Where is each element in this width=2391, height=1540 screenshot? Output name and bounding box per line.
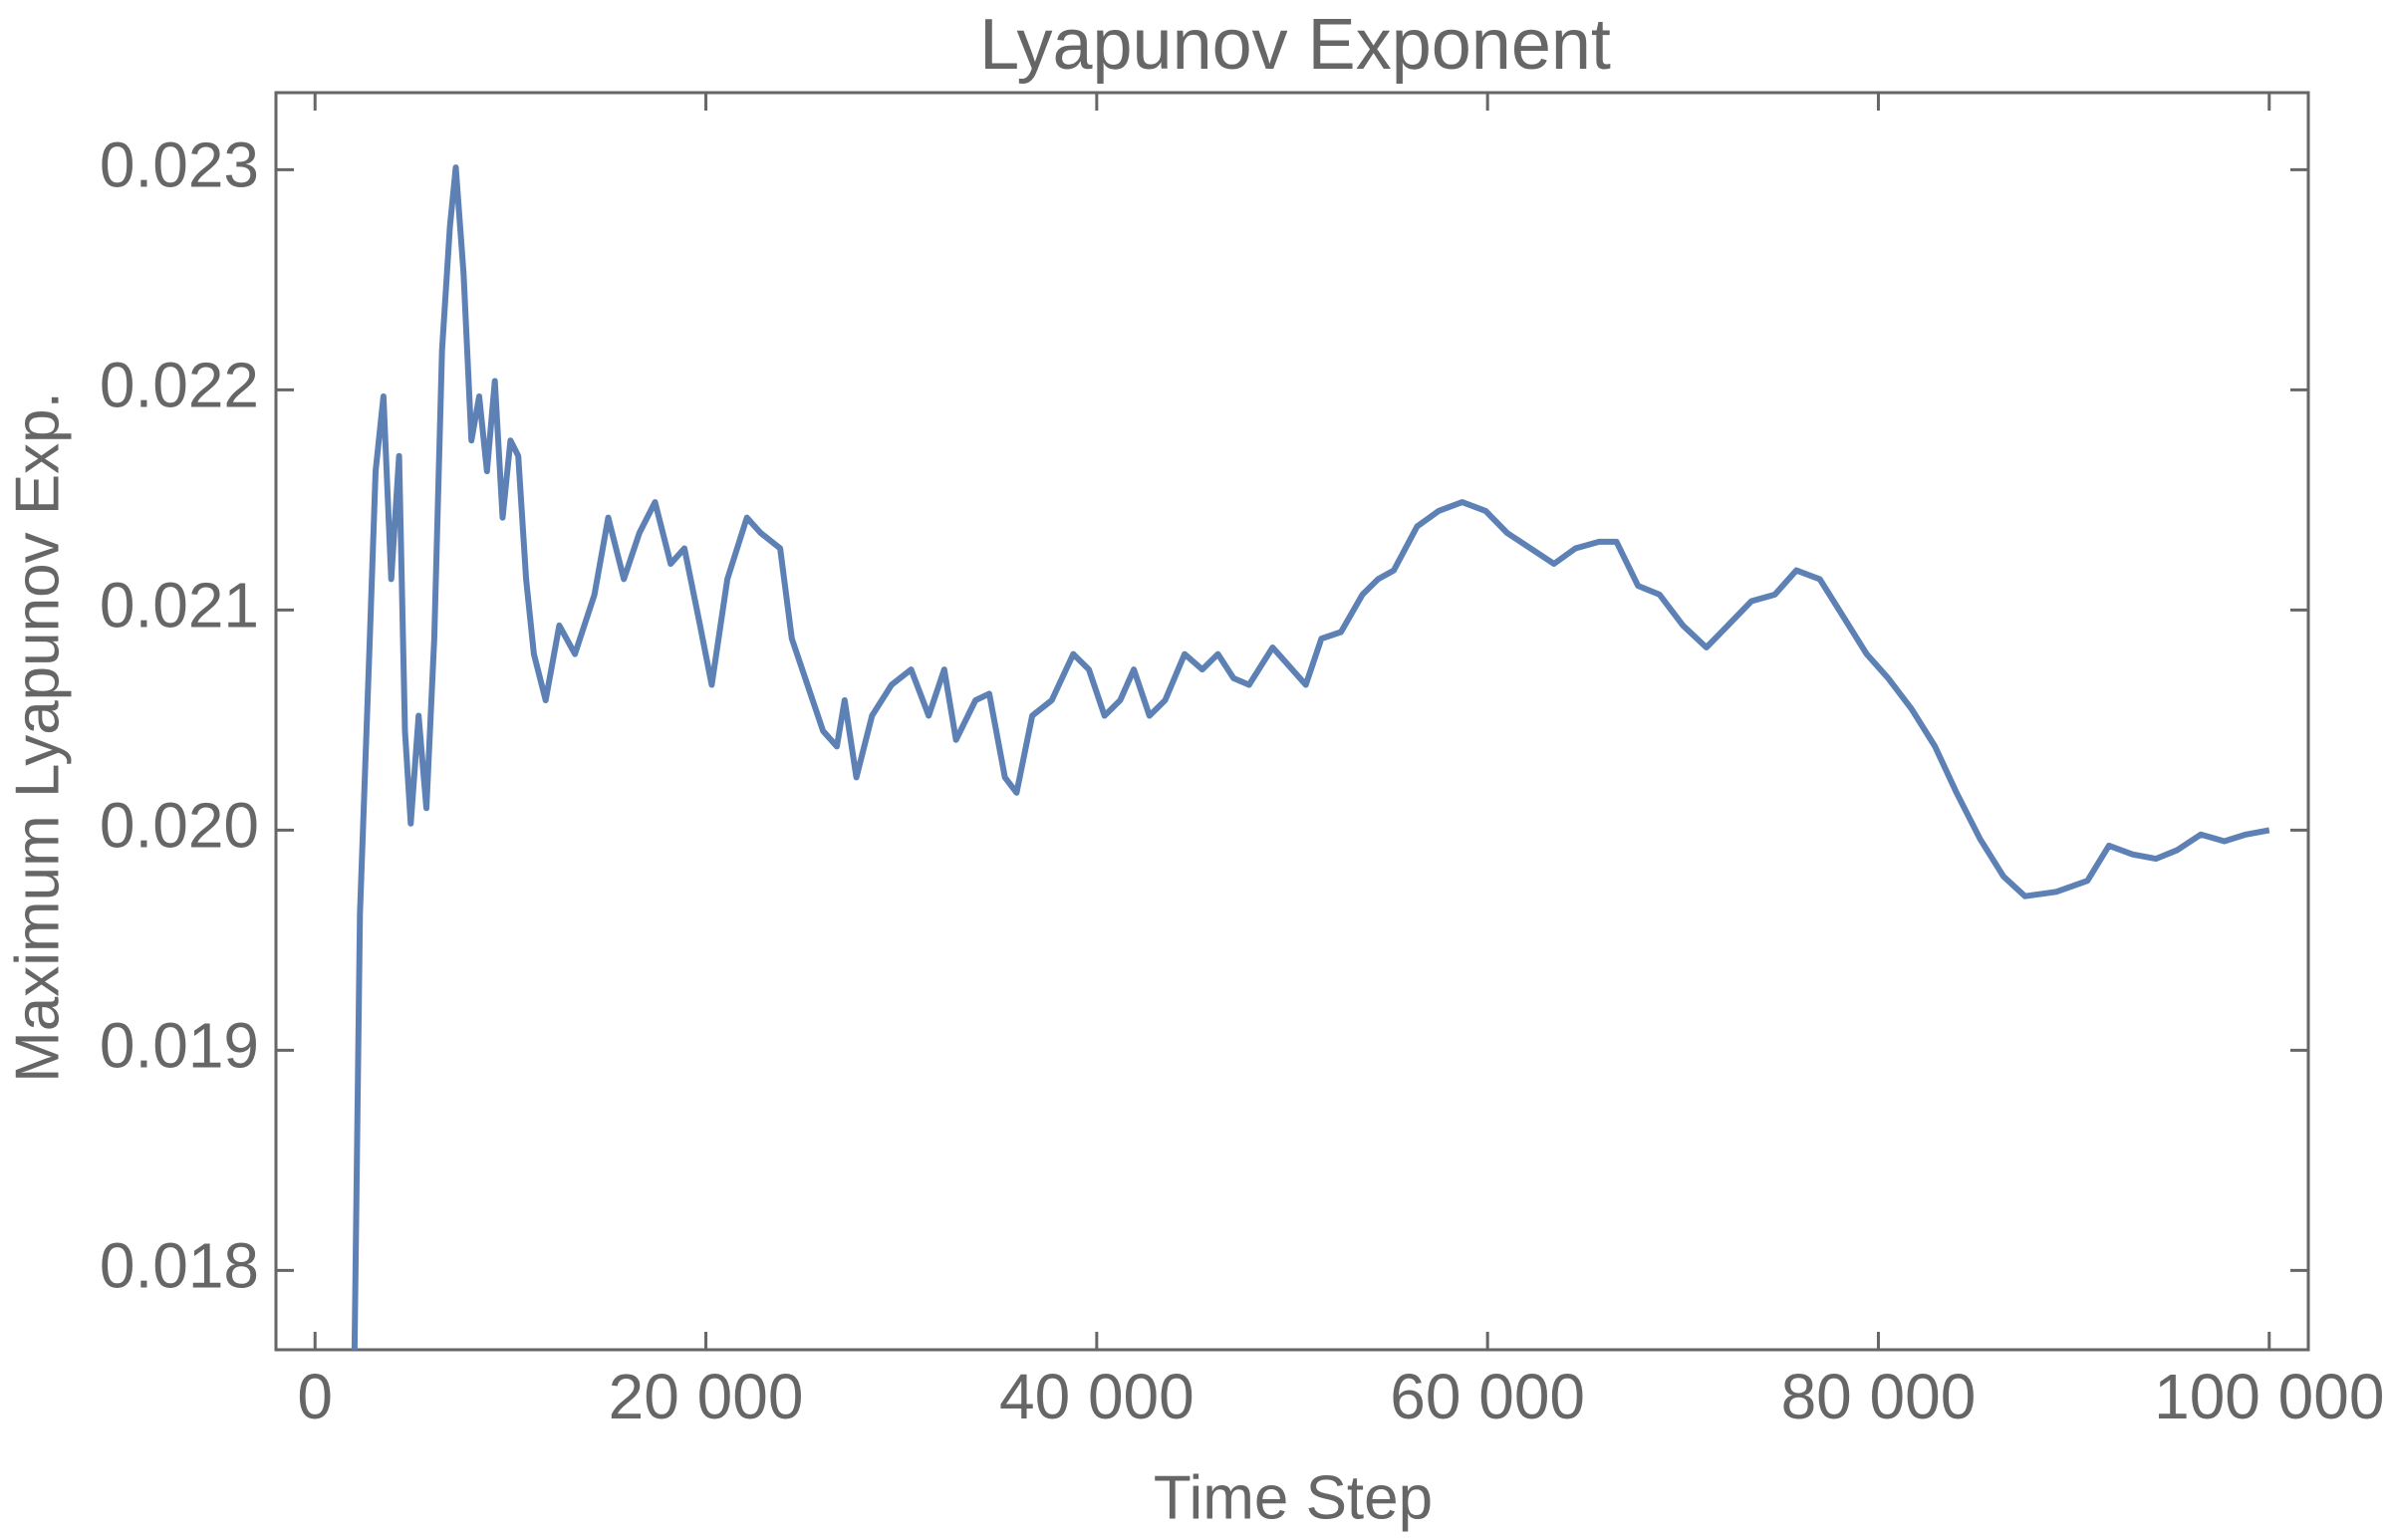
plot-frame bbox=[274, 91, 2310, 1352]
x-tick-label: 100 000 bbox=[2154, 1361, 2384, 1432]
x-tick-label: 20 000 bbox=[609, 1361, 804, 1432]
y-tick-label: 0.020 bbox=[100, 789, 259, 861]
y-tick-label: 0.023 bbox=[100, 128, 259, 200]
data-line bbox=[351, 164, 2270, 1350]
y-tick-label: 0.022 bbox=[100, 349, 259, 420]
x-tick-label: 40 000 bbox=[999, 1361, 1195, 1432]
x-axis-label: Time Step bbox=[1154, 1463, 1433, 1532]
y-tick-label: 0.021 bbox=[100, 569, 259, 641]
x-tick-label: 80 000 bbox=[1781, 1361, 1977, 1432]
x-tick-label: 0 bbox=[297, 1361, 333, 1432]
x-tick-label: 60 000 bbox=[1390, 1361, 1585, 1432]
y-tick-label: 0.019 bbox=[100, 1009, 259, 1081]
y-tick-label: 0.018 bbox=[100, 1229, 259, 1301]
chart-title: Lyapunov Exponent bbox=[979, 5, 1611, 85]
y-axis-label: Maximum Lyapunov Exp. bbox=[3, 391, 72, 1083]
